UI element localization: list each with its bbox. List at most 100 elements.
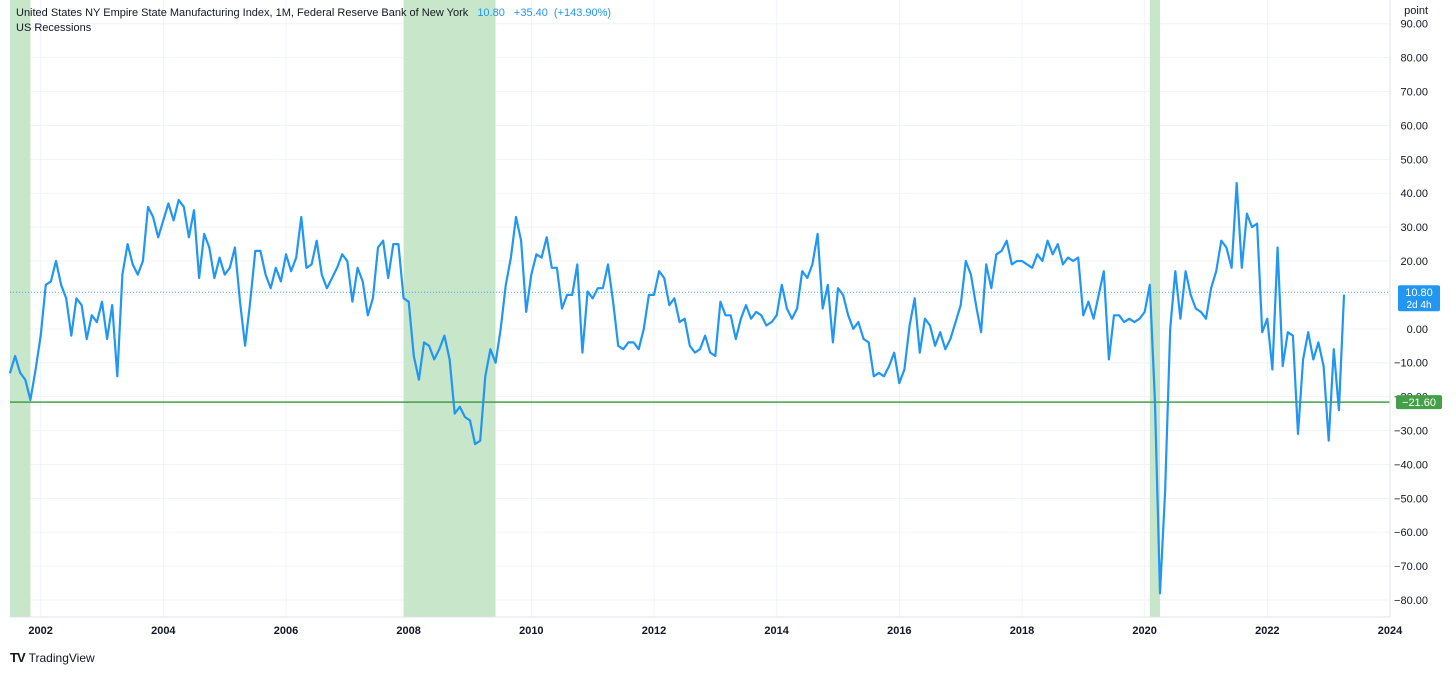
tradingview-logo[interactable]: TV TradingView xyxy=(10,650,95,665)
data-point[interactable] xyxy=(776,314,778,316)
data-point[interactable] xyxy=(658,270,660,272)
data-point[interactable] xyxy=(694,352,696,354)
data-point[interactable] xyxy=(96,321,98,323)
data-point[interactable] xyxy=(1077,257,1079,259)
data-point[interactable] xyxy=(745,304,747,306)
data-point[interactable] xyxy=(730,314,732,316)
data-point[interactable] xyxy=(781,284,783,286)
data-point[interactable] xyxy=(960,304,962,306)
data-point[interactable] xyxy=(367,314,369,316)
data-point[interactable] xyxy=(81,304,83,306)
data-point[interactable] xyxy=(878,372,880,374)
data-point[interactable] xyxy=(387,277,389,279)
data-point[interactable] xyxy=(990,287,992,289)
data-point[interactable] xyxy=(863,338,865,340)
data-point[interactable] xyxy=(1047,240,1049,242)
data-point[interactable] xyxy=(1185,270,1187,272)
data-point[interactable] xyxy=(1312,358,1314,360)
data-point[interactable] xyxy=(1220,240,1222,242)
data-point[interactable] xyxy=(714,355,716,357)
data-point[interactable] xyxy=(668,304,670,306)
data-point[interactable] xyxy=(725,314,727,316)
data-point[interactable] xyxy=(1036,253,1038,255)
data-point[interactable] xyxy=(883,375,885,377)
data-point[interactable] xyxy=(331,277,333,279)
data-point[interactable] xyxy=(581,352,584,354)
data-point[interactable] xyxy=(750,318,752,320)
data-point[interactable] xyxy=(464,416,466,418)
data-point[interactable] xyxy=(70,335,72,337)
data-point[interactable] xyxy=(796,307,798,310)
data-point[interactable] xyxy=(771,321,773,323)
data-point[interactable] xyxy=(1026,263,1028,265)
data-point[interactable] xyxy=(760,314,762,316)
data-point[interactable] xyxy=(377,246,379,249)
data-point[interactable] xyxy=(944,348,946,350)
data-point[interactable] xyxy=(929,324,931,327)
data-point[interactable] xyxy=(1190,294,1192,296)
data-point[interactable] xyxy=(868,341,870,343)
data-point[interactable] xyxy=(1128,318,1130,320)
data-point[interactable] xyxy=(152,216,154,218)
data-point[interactable] xyxy=(1093,318,1095,320)
data-point[interactable] xyxy=(1287,331,1289,333)
data-point[interactable] xyxy=(551,267,553,269)
data-point[interactable] xyxy=(556,267,558,269)
data-point[interactable] xyxy=(888,365,890,367)
data-point[interactable] xyxy=(699,348,701,350)
data-point[interactable] xyxy=(1210,287,1212,289)
data-point[interactable] xyxy=(1169,328,1171,330)
data-point[interactable] xyxy=(35,368,37,371)
data-point[interactable] xyxy=(709,352,711,354)
data-point[interactable] xyxy=(602,287,604,289)
data-point[interactable] xyxy=(1082,314,1084,316)
data-point[interactable] xyxy=(1021,260,1023,262)
data-point[interactable] xyxy=(832,341,834,343)
data-point[interactable] xyxy=(1282,365,1284,367)
data-point[interactable] xyxy=(1041,260,1043,262)
data-point[interactable] xyxy=(1144,311,1146,313)
data-point[interactable] xyxy=(801,270,803,272)
data-point[interactable] xyxy=(147,206,149,208)
data-point[interactable] xyxy=(985,263,987,265)
data-point[interactable] xyxy=(765,324,768,327)
data-point[interactable] xyxy=(1236,182,1238,184)
data-point[interactable] xyxy=(75,297,77,299)
data-point[interactable] xyxy=(1241,267,1243,269)
data-point[interactable] xyxy=(622,348,624,350)
data-point[interactable] xyxy=(653,294,655,296)
data-point[interactable] xyxy=(336,267,338,269)
data-point[interactable] xyxy=(592,297,594,299)
data-point[interactable] xyxy=(1139,318,1141,320)
data-point[interactable] xyxy=(183,206,185,208)
data-point[interactable] xyxy=(673,297,676,299)
data-point[interactable] xyxy=(535,253,538,255)
data-point[interactable] xyxy=(643,328,645,330)
data-point[interactable] xyxy=(546,236,548,238)
data-point[interactable] xyxy=(1195,307,1197,310)
data-point[interactable] xyxy=(520,240,522,242)
data-point[interactable] xyxy=(1225,246,1227,249)
data-point[interactable] xyxy=(392,243,394,245)
data-point[interactable] xyxy=(413,355,415,357)
data-point[interactable] xyxy=(65,297,67,299)
data-point[interactable] xyxy=(127,243,129,245)
data-point[interactable] xyxy=(116,375,118,377)
data-point[interactable] xyxy=(1159,592,1161,594)
data-point[interactable] xyxy=(1133,321,1135,323)
data-point[interactable] xyxy=(1174,270,1176,272)
data-point[interactable] xyxy=(213,277,215,279)
data-point[interactable] xyxy=(479,440,481,442)
data-point[interactable] xyxy=(571,294,573,296)
data-point[interactable] xyxy=(219,257,221,259)
data-point[interactable] xyxy=(91,314,93,316)
data-point[interactable] xyxy=(1302,358,1304,360)
data-point[interactable] xyxy=(86,338,88,340)
data-point[interactable] xyxy=(530,274,532,276)
data-point[interactable] xyxy=(847,314,849,316)
data-point[interactable] xyxy=(740,318,742,320)
data-point[interactable] xyxy=(755,311,757,313)
data-point[interactable] xyxy=(121,274,123,276)
